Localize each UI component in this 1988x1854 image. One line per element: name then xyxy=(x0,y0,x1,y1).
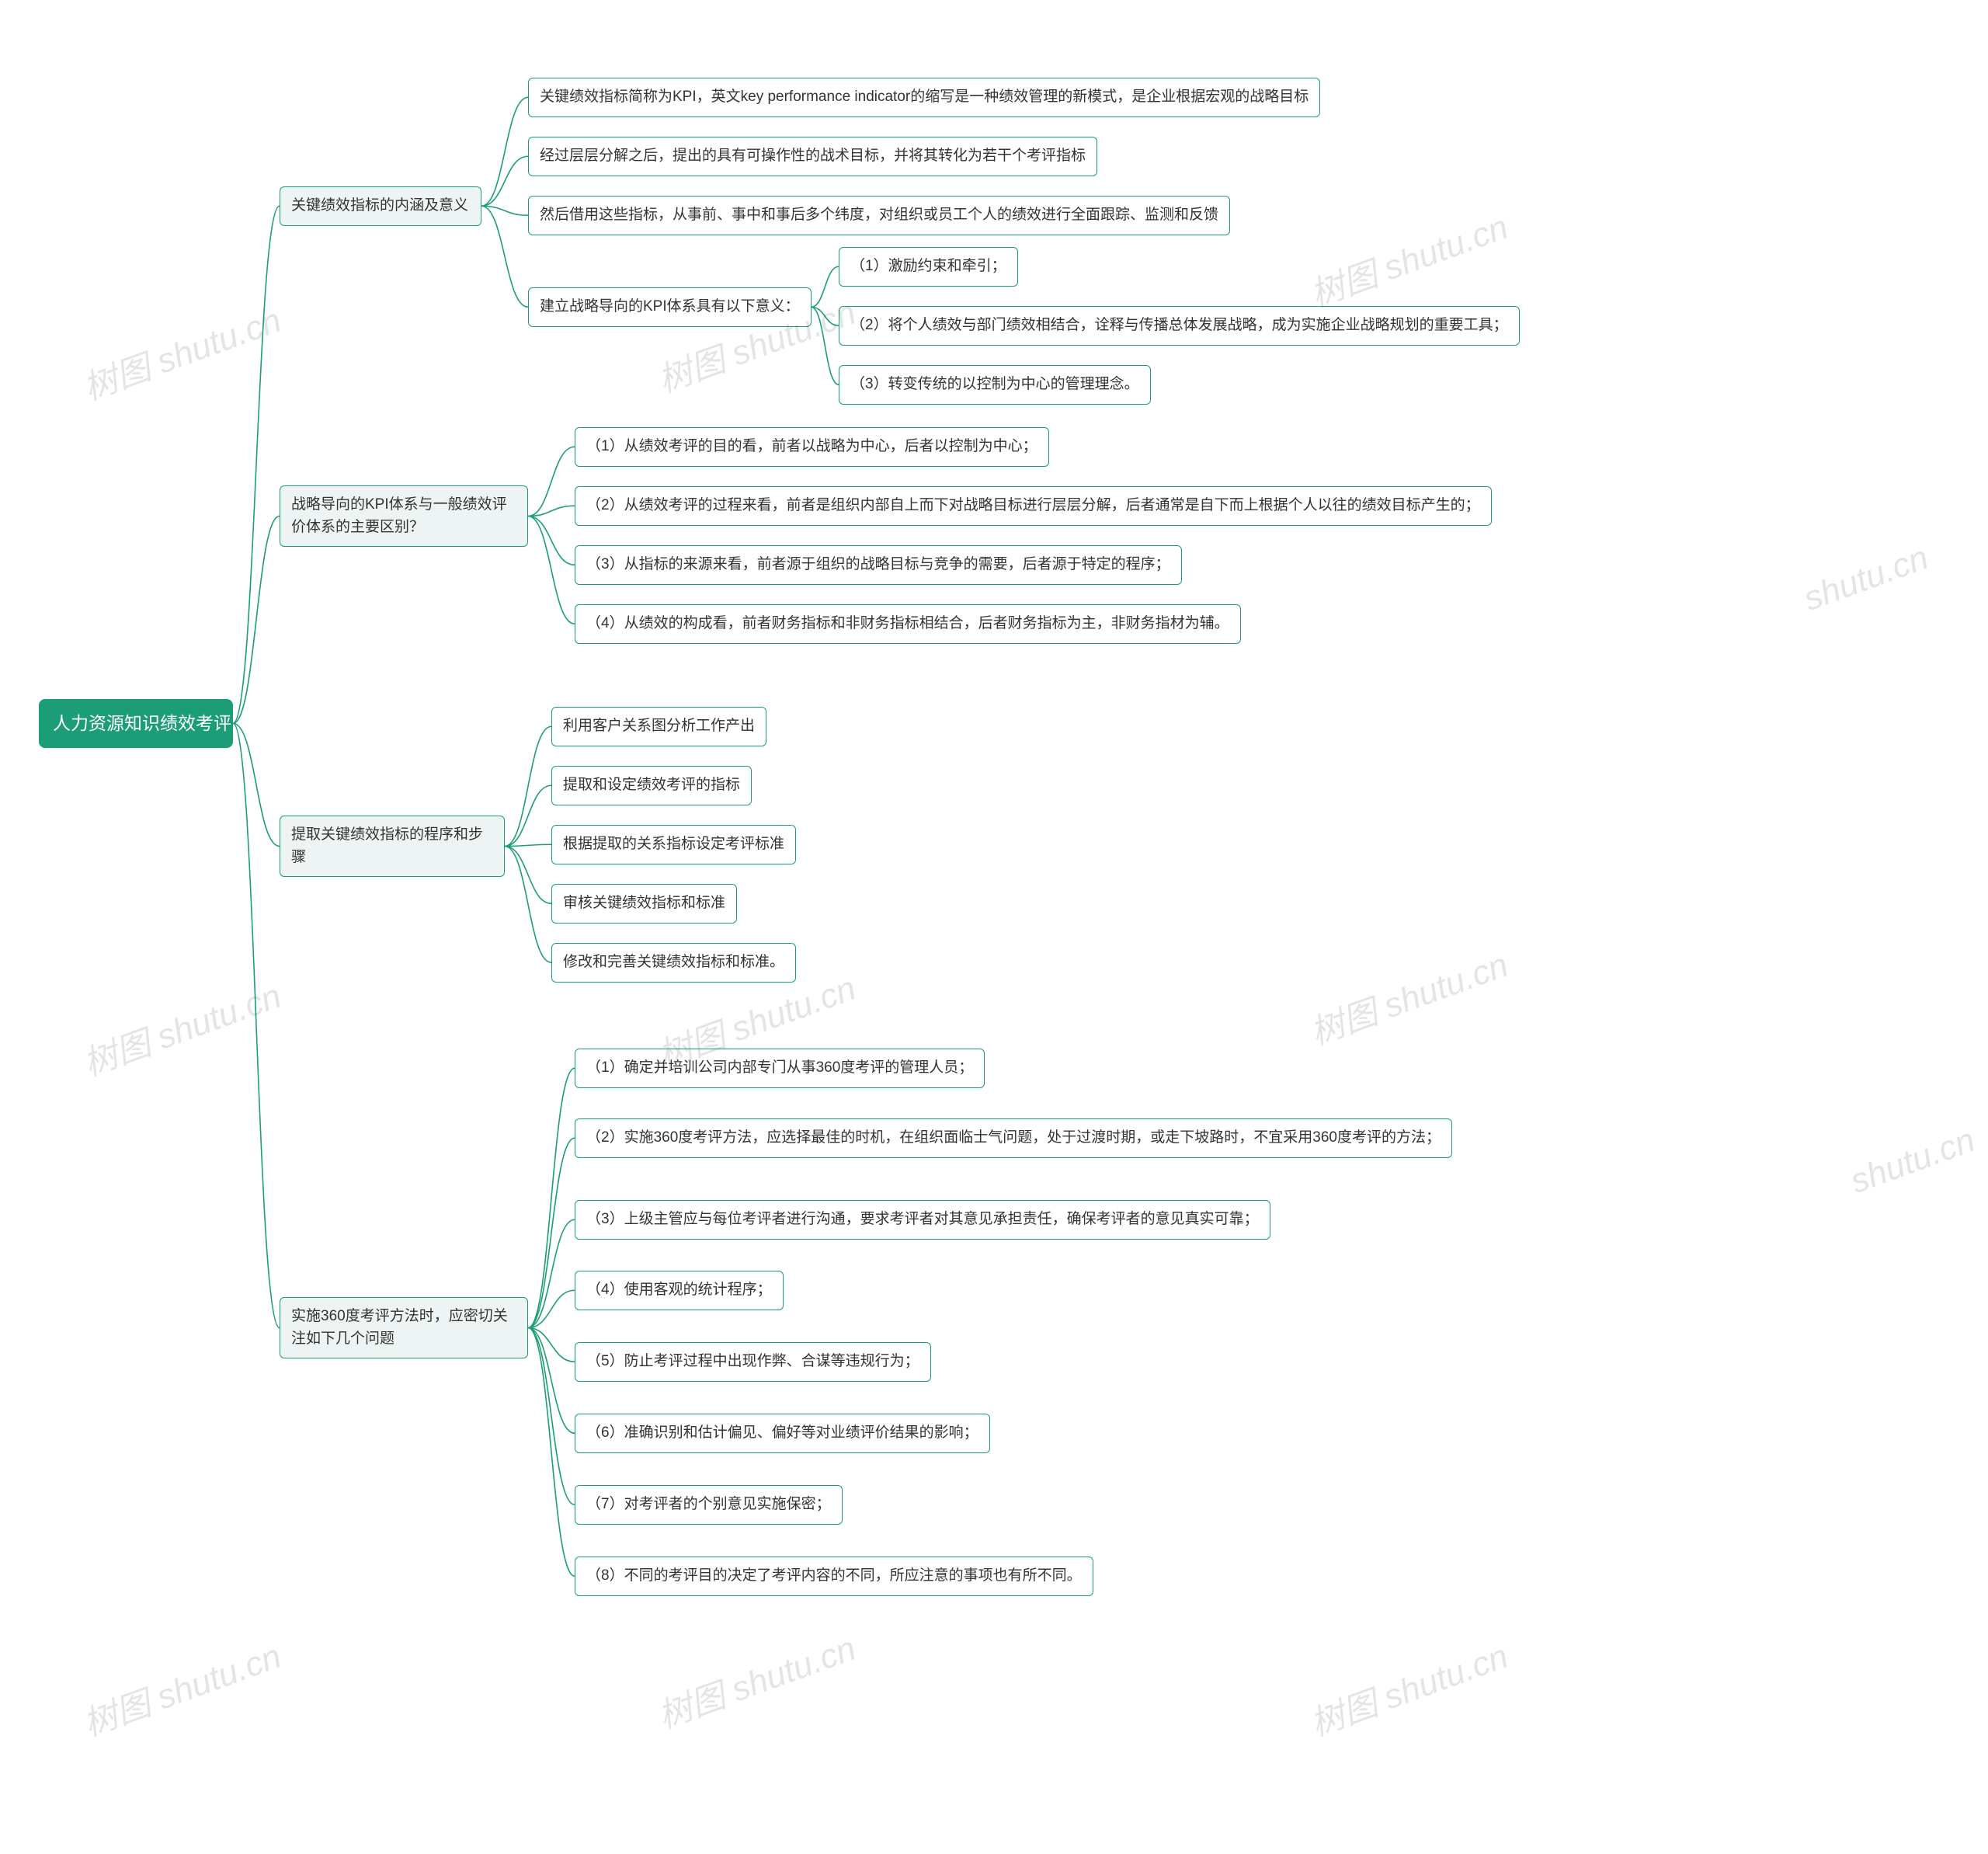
watermark: 树图 shutu.cn xyxy=(1302,1628,1514,1745)
leaf-node[interactable]: 关键绩效指标简称为KPI，英文key performance indicator… xyxy=(528,78,1320,117)
leaf-node[interactable]: （1）确定并培训公司内部专门从事360度考评的管理人员； xyxy=(575,1049,985,1088)
watermark: shutu.cn xyxy=(1799,538,1933,619)
branch-360-issues[interactable]: 实施360度考评方法时，应密切关注如下几个问题 xyxy=(280,1297,528,1358)
watermark: 树图 shutu.cn xyxy=(1302,937,1514,1054)
leaf-node[interactable]: （8）不同的考评目的决定了考评内容的不同，所应注意的事项也有所不同。 xyxy=(575,1557,1093,1596)
watermark: 树图 shutu.cn xyxy=(75,1628,287,1745)
leaf-node[interactable]: 根据提取的关系指标设定考评标准 xyxy=(551,825,796,864)
leaf-node[interactable]: （2）将个人绩效与部门绩效相结合，诠释与传播总体发展战略，成为实施企业战略规划的… xyxy=(839,306,1520,346)
branch-kpi-difference[interactable]: 战略导向的KPI体系与一般绩效评价体系的主要区别？ xyxy=(280,485,528,547)
leaf-node[interactable]: 利用客户关系图分析工作产出 xyxy=(551,707,766,746)
watermark: shutu.cn xyxy=(1845,1121,1979,1202)
leaf-node[interactable]: 提取和设定绩效考评的指标 xyxy=(551,766,752,805)
branch-kpi-meaning[interactable]: 关键绩效指标的内涵及意义 xyxy=(280,186,481,226)
watermark: 树图 shutu.cn xyxy=(75,968,287,1085)
leaf-node[interactable]: （1）从绩效考评的目的看，前者以战略为中心，后者以控制为中心； xyxy=(575,427,1049,467)
leaf-node[interactable]: （4）使用客观的统计程序； xyxy=(575,1271,784,1310)
leaf-node[interactable]: （5）防止考评过程中出现作弊、合谋等违规行为； xyxy=(575,1342,931,1382)
leaf-node[interactable]: （2）从绩效考评的过程来看，前者是组织内部自上而下对战略目标进行层层分解，后者通… xyxy=(575,486,1492,526)
mindmap-canvas: 人力资源知识绩效考评 关键绩效指标的内涵及意义 关键绩效指标简称为KPI，英文k… xyxy=(16,31,1972,1823)
leaf-kpi-significance[interactable]: 建立战略导向的KPI体系具有以下意义： xyxy=(528,287,812,327)
root-node[interactable]: 人力资源知识绩效考评 xyxy=(39,699,233,748)
leaf-node[interactable]: 修改和完善关键绩效指标和标准。 xyxy=(551,943,796,983)
leaf-node[interactable]: （7）对考评者的个别意见实施保密； xyxy=(575,1485,843,1525)
leaf-node[interactable]: 经过层层分解之后，提出的具有可操作性的战术目标，并将其转化为若干个考评指标 xyxy=(528,137,1097,176)
branch-kpi-steps[interactable]: 提取关键绩效指标的程序和步骤 xyxy=(280,816,505,877)
watermark: 树图 shutu.cn xyxy=(1302,199,1514,316)
watermark: 树图 shutu.cn xyxy=(75,292,287,409)
leaf-node[interactable]: （4）从绩效的构成看，前者财务指标和非财务指标相结合，后者财务指标为主，非财务指… xyxy=(575,604,1241,644)
leaf-node[interactable]: 然后借用这些指标，从事前、事中和事后多个纬度，对组织或员工个人的绩效进行全面跟踪… xyxy=(528,196,1230,235)
link-layer xyxy=(16,31,1972,1823)
leaf-node[interactable]: 审核关键绩效指标和标准 xyxy=(551,884,737,924)
leaf-node[interactable]: （2）实施360度考评方法，应选择最佳的时机，在组织面临士气问题，处于过渡时期，… xyxy=(575,1118,1452,1158)
leaf-node[interactable]: （3）上级主管应与每位考评者进行沟通，要求考评者对其意见承担责任，确保考评者的意… xyxy=(575,1200,1270,1240)
leaf-node[interactable]: （3）转变传统的以控制为中心的管理理念。 xyxy=(839,365,1151,405)
leaf-node[interactable]: （6）准确识别和估计偏见、偏好等对业绩评价结果的影响； xyxy=(575,1414,990,1453)
watermark: 树图 shutu.cn xyxy=(650,1620,861,1737)
leaf-node[interactable]: （3）从指标的来源来看，前者源于组织的战略目标与竞争的需要，后者源于特定的程序； xyxy=(575,545,1182,585)
leaf-node[interactable]: （1）激励约束和牵引； xyxy=(839,247,1018,287)
